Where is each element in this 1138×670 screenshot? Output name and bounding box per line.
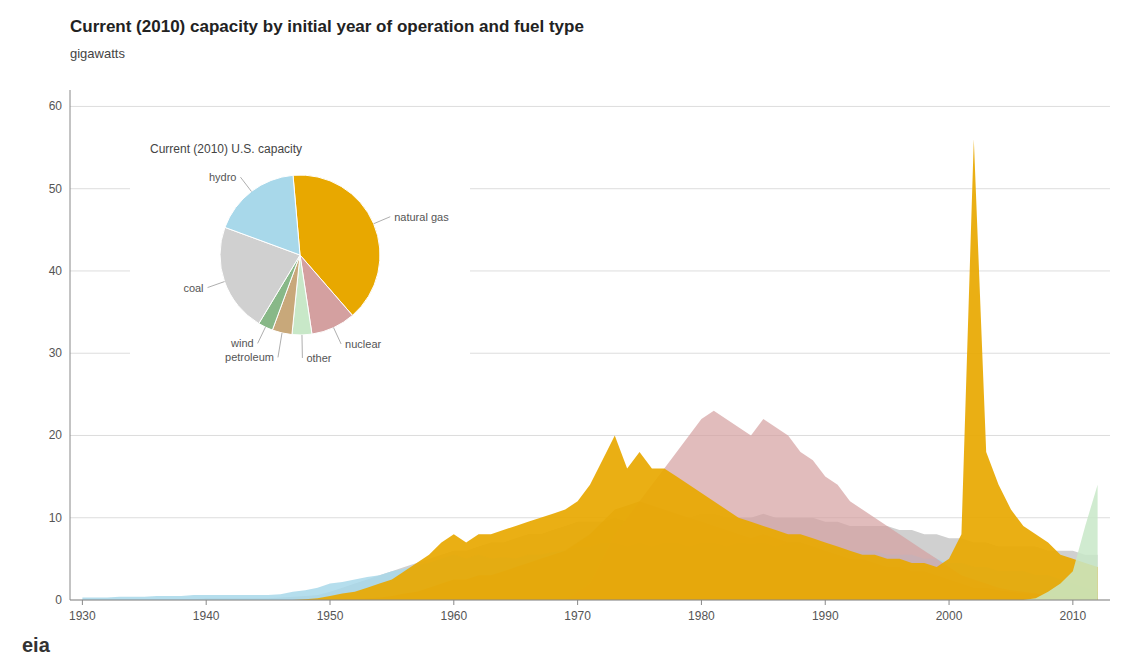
pie-leader	[278, 333, 282, 357]
y-tick-label: 30	[49, 346, 63, 360]
x-tick-label: 1940	[193, 609, 220, 623]
x-tick	[949, 600, 950, 605]
pie-label: nuclear	[345, 338, 381, 350]
y-tick-label: 20	[49, 428, 63, 442]
pie-leader	[258, 327, 266, 343]
pie-label: coal	[183, 282, 203, 294]
x-tick	[330, 600, 331, 605]
grid-line	[70, 600, 1110, 601]
annotation: eia	[22, 634, 51, 656]
pie-label: natural gas	[394, 211, 449, 223]
x-axis-line	[70, 600, 1110, 601]
x-tick-label: 2000	[936, 609, 963, 623]
background	[0, 0, 1138, 670]
chart: Current (2010) capacity by initial year …	[0, 0, 1138, 670]
pie-label: hydro	[209, 171, 237, 183]
x-tick	[1072, 600, 1073, 605]
grid-line	[70, 106, 1110, 107]
x-tick-label: 1970	[564, 609, 591, 623]
y-tick-label: 40	[49, 264, 63, 278]
pie-inset: Current (2010) U.S. capacity natural gas n…	[130, 127, 470, 387]
x-tick	[577, 600, 578, 605]
x-tick-label: 1980	[688, 609, 715, 623]
pie-label: other	[306, 352, 331, 364]
area	[82, 485, 1097, 600]
pie-label: petroleum	[225, 351, 274, 363]
y-tick-label: 10	[49, 511, 63, 525]
x-tick	[82, 600, 83, 605]
pie-leader	[374, 217, 391, 224]
pie-leader	[240, 177, 251, 191]
pie-background	[130, 127, 470, 387]
y-tick-label: 0	[55, 593, 62, 607]
x-tick-label: 1930	[69, 609, 96, 623]
pie-title: Current (2010) U.S. capacity	[150, 142, 302, 156]
y-tick-label: 50	[49, 182, 63, 196]
y-tick-label: 60	[49, 99, 63, 113]
pie-slice	[225, 175, 300, 255]
x-tick	[825, 600, 826, 605]
x-tick-label: 2010	[1060, 609, 1087, 623]
x-tick-label: 1960	[440, 609, 467, 623]
x-tick-label: 1990	[812, 609, 839, 623]
x-tick	[206, 600, 207, 605]
pie-leader	[301, 335, 302, 358]
grid-line	[70, 435, 1110, 436]
pie-leader	[334, 328, 342, 344]
subtitle: gigawatts	[70, 46, 125, 61]
pie-label: wind	[230, 337, 254, 349]
grid	[70, 106, 1110, 600]
x-tick-label: 1950	[317, 609, 344, 623]
title: Current (2010) capacity by initial year …	[70, 17, 584, 36]
pie-leader	[208, 282, 225, 288]
x-tick	[701, 600, 702, 605]
y-axis-line	[70, 90, 71, 600]
x-tick	[453, 600, 454, 605]
